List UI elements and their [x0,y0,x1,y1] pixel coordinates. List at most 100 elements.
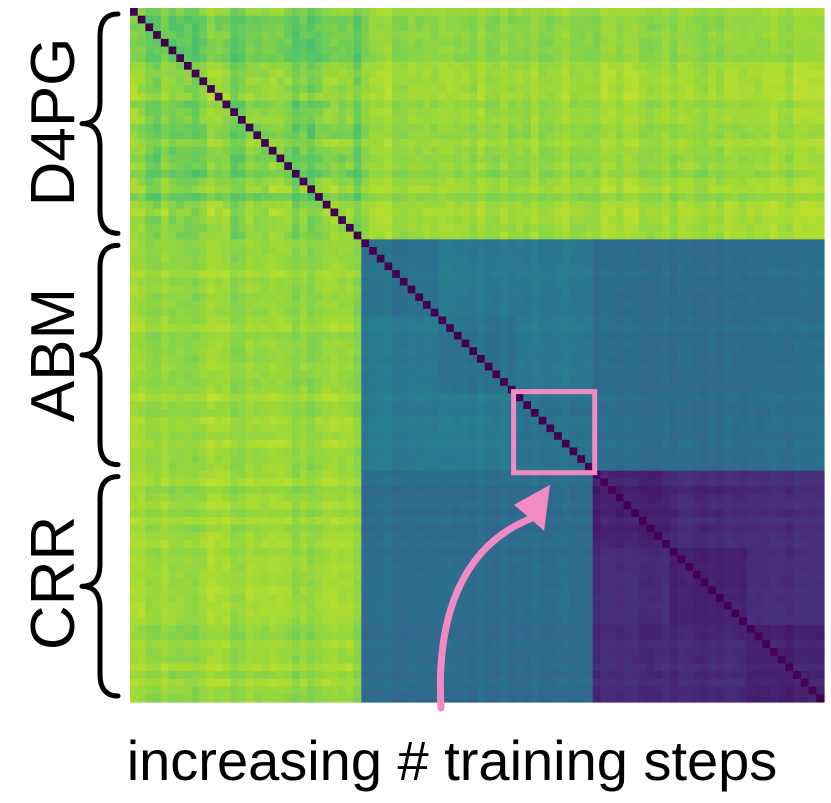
heatmap-cell [438,378,447,387]
heatmap-cell [137,270,147,279]
heatmap-cell [353,131,362,140]
heatmap-cell [369,293,378,302]
heatmap-cell [168,324,177,333]
heatmap-cell [361,247,370,256]
heatmap-cell [384,15,393,25]
heatmap-cell [168,146,177,156]
heatmap-cell [700,92,709,102]
heatmap-cell [538,61,547,71]
heatmap-cell [315,23,324,32]
heatmap-cell [384,200,393,210]
heatmap-cell [538,177,547,186]
heatmap-cell [530,115,540,125]
heatmap-cell [392,254,401,264]
heatmap-cell [716,154,725,163]
heatmap-cell [692,401,702,410]
heatmap-cell [646,308,655,318]
heatmap-cell [638,416,648,425]
heatmap-cell [276,169,285,179]
heatmap-cell [608,385,617,395]
heatmap-cell [207,324,216,333]
heatmap-cell [299,401,308,410]
heatmap-cell [430,115,440,125]
heatmap-cell [291,38,301,48]
heatmap-cell [369,146,378,156]
heatmap-cell [261,77,270,86]
heatmap-cell [793,262,802,271]
heatmap-cell [145,85,154,94]
heatmap-cell [183,85,193,94]
heatmap-cell [600,8,609,17]
heatmap-cell [299,154,308,163]
heatmap-cell [731,424,740,433]
heatmap-cell [253,38,262,48]
heatmap-cell [708,85,717,94]
heatmap-cell [523,424,532,433]
heatmap-cell [245,193,254,202]
heatmap-cell [230,23,239,32]
heatmap-cell [284,362,293,372]
heatmap-cell [183,370,193,379]
heatmap-cell [777,200,787,210]
heatmap-cell [739,15,748,25]
heatmap-cell [654,378,663,387]
heatmap-cell [183,200,193,210]
heatmap-cell [770,231,779,240]
heatmap-diagonal-cell [399,277,409,287]
heatmap-cell [739,200,748,210]
heatmap-cell [723,393,733,402]
heatmap-cell [808,254,817,264]
heatmap-cell [577,92,586,102]
heatmap-cell [592,169,601,179]
heatmap-cell [376,23,386,32]
heatmap-cell [561,162,571,171]
heatmap-cell [723,177,733,186]
heatmap-cell [176,115,185,125]
heatmap-cell [446,69,455,78]
heatmap-cell [600,131,609,140]
heatmap-cell [253,416,262,425]
heatmap-cell [222,162,231,171]
heatmap-cell [268,378,278,387]
heatmap-cell [723,38,733,48]
heatmap-cell [284,216,293,225]
heatmap-cell [600,108,609,117]
heatmap-cell [777,370,787,379]
heatmap-cell [685,31,694,40]
heatmap-cell [291,115,301,125]
heatmap-cell [569,416,578,425]
heatmap-cell [808,347,817,356]
heatmap-cell [322,301,332,310]
heatmap-cell [276,108,285,117]
heatmap-cell [222,115,231,125]
heatmap-cell [230,146,239,156]
heatmap-cell [500,85,509,94]
heatmap-cell [130,401,139,410]
heatmap-cell [569,231,578,240]
heatmap-cell [685,424,694,433]
heatmap-cell [315,285,324,294]
heatmap-cell [600,316,609,325]
heatmap-cell [662,169,671,179]
heatmap-cell [677,15,686,25]
heatmap-cell [523,38,532,48]
heatmap-cell [199,432,208,441]
heatmap-cell [222,293,231,302]
heatmap-cell [793,177,802,186]
heatmap-cell [685,162,694,171]
heatmap-cell [407,239,416,248]
heatmap-cell [446,54,455,63]
heatmap-cell [793,8,802,17]
heatmap-cell [561,247,571,256]
heatmap-cell [492,239,501,248]
heatmap-cell [453,262,463,271]
heatmap-cell [145,200,154,210]
heatmap-cell [739,131,748,140]
heatmap-cell [214,146,224,156]
heatmap-cell [361,46,370,55]
heatmap-cell [723,308,733,318]
heatmap-cell [808,293,817,302]
heatmap-cell [191,378,200,387]
heatmap-cell [577,54,586,63]
